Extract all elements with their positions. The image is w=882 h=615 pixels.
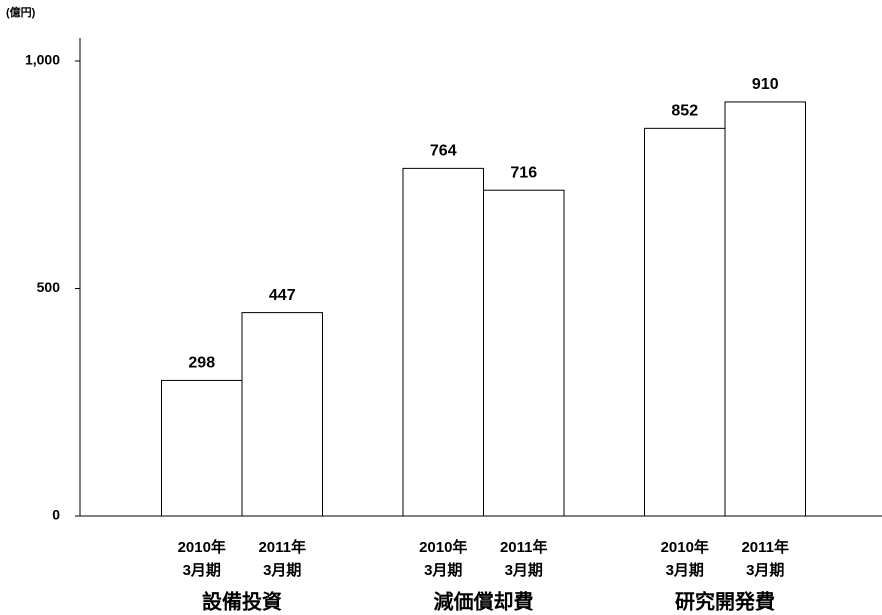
value-label: 852 — [671, 103, 698, 120]
y-tick-label: 500 — [37, 279, 61, 295]
value-label: 764 — [430, 143, 457, 160]
value-label: 447 — [269, 287, 296, 304]
value-label: 298 — [188, 355, 215, 372]
category-label: 研究開発費 — [675, 589, 775, 613]
series-label: 2010年 3月期 — [660, 539, 709, 579]
category-label: 設備投資 — [202, 589, 282, 613]
bar — [724, 101, 806, 517]
series-label: 2011年 3月期 — [499, 539, 548, 579]
category-label: 減価償却費 — [434, 589, 534, 613]
series-label: 2010年 3月期 — [177, 539, 226, 579]
y-tick-label: 1,000 — [25, 52, 60, 68]
value-label: 716 — [510, 164, 537, 181]
unit-label: (億円) — [6, 5, 36, 19]
bar — [483, 189, 565, 517]
bar — [161, 379, 243, 517]
value-label: 910 — [752, 76, 779, 93]
series-label: 2011年 3月期 — [741, 539, 790, 579]
y-tick-label: 0 — [52, 507, 60, 523]
bar — [644, 127, 726, 517]
bar — [241, 312, 323, 517]
bar — [402, 167, 484, 517]
series-label: 2011年 3月期 — [258, 539, 307, 579]
series-label: 2010年 3月期 — [419, 539, 468, 579]
